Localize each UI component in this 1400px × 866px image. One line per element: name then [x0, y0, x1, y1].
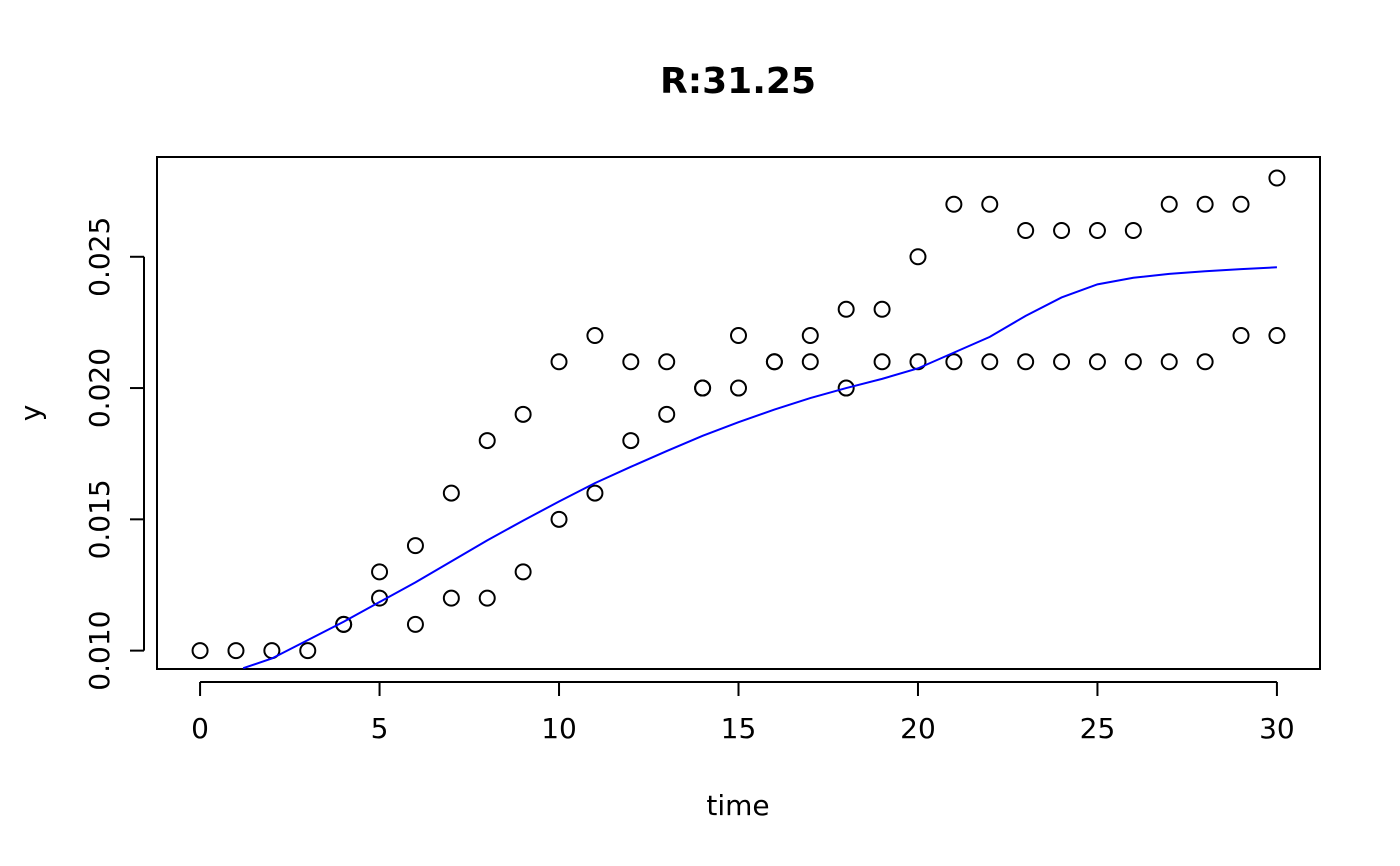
fit-curve-group: [242, 266, 1277, 670]
data-point: [945, 195, 963, 213]
data-point: [909, 248, 927, 266]
data-point: [1268, 327, 1286, 345]
data-point: [730, 379, 747, 397]
data-point: [694, 379, 712, 397]
y-axis-label: y: [14, 405, 47, 422]
data-point: [837, 379, 855, 397]
data-point: [1232, 327, 1250, 345]
x-tick-label: 10: [541, 712, 577, 745]
data-point: [406, 615, 424, 633]
data-point: [371, 563, 389, 581]
data-point: [406, 537, 424, 555]
data-point: [1196, 195, 1214, 213]
plot-frame: [156, 156, 1321, 670]
data-point: [514, 563, 532, 581]
data-point: [1017, 353, 1035, 371]
data-point: [1124, 353, 1142, 371]
data-point: [586, 484, 604, 502]
data-point: [981, 195, 999, 213]
data-point: [550, 510, 568, 528]
data-point: [622, 432, 640, 450]
x-tick-label: 25: [1080, 712, 1116, 745]
data-point: [1196, 353, 1214, 371]
data-point: [981, 353, 999, 371]
x-axis-label: time: [706, 789, 769, 822]
data-point: [873, 300, 891, 318]
y-tick-label: 0.025: [83, 217, 116, 297]
y-tick-label: 0.020: [83, 348, 116, 428]
y-tick-label: 0.015: [83, 479, 116, 559]
y-tick-label: 0.010: [83, 611, 116, 691]
chart-title: R:31.25: [660, 61, 816, 102]
data-point: [658, 353, 676, 371]
data-point: [550, 353, 568, 371]
x-axis: 0 5 10 15 20 25 30: [191, 681, 1295, 745]
x-tick-label: 5: [371, 712, 389, 745]
data-point: [1268, 169, 1286, 187]
data-point: [837, 300, 855, 318]
data-point: [299, 642, 317, 660]
data-point: [1053, 353, 1071, 371]
data-point: [658, 405, 676, 423]
data-point: [1017, 222, 1035, 240]
data-point: [765, 353, 783, 371]
x-tick-label: 0: [191, 712, 209, 745]
data-point: [442, 589, 460, 607]
fit-curve: [242, 266, 1277, 670]
data-point: [478, 432, 496, 450]
y-axis: 0.010 0.015 0.020 0.025: [83, 217, 145, 691]
data-point: [478, 589, 496, 607]
data-points: [191, 169, 1286, 660]
data-point: [586, 327, 604, 345]
data-point: [1088, 353, 1106, 371]
data-point: [873, 353, 891, 371]
x-tick-label: 20: [900, 712, 936, 745]
x-tick-label: 15: [721, 712, 757, 745]
data-point: [1053, 222, 1071, 240]
data-point: [514, 405, 532, 423]
data-point: [1088, 222, 1106, 240]
x-tick-label: 30: [1259, 712, 1295, 745]
data-point: [622, 353, 640, 371]
data-point: [1160, 195, 1178, 213]
data-point: [442, 484, 460, 502]
data-point: [730, 327, 747, 345]
data-point: [227, 642, 245, 660]
data-point: [191, 642, 209, 660]
data-point: [801, 353, 819, 371]
data-point: [945, 353, 963, 371]
data-point: [1160, 353, 1178, 371]
data-point: [1124, 222, 1142, 240]
data-point: [335, 615, 353, 633]
data-point: [801, 327, 819, 345]
data-point: [1232, 195, 1250, 213]
